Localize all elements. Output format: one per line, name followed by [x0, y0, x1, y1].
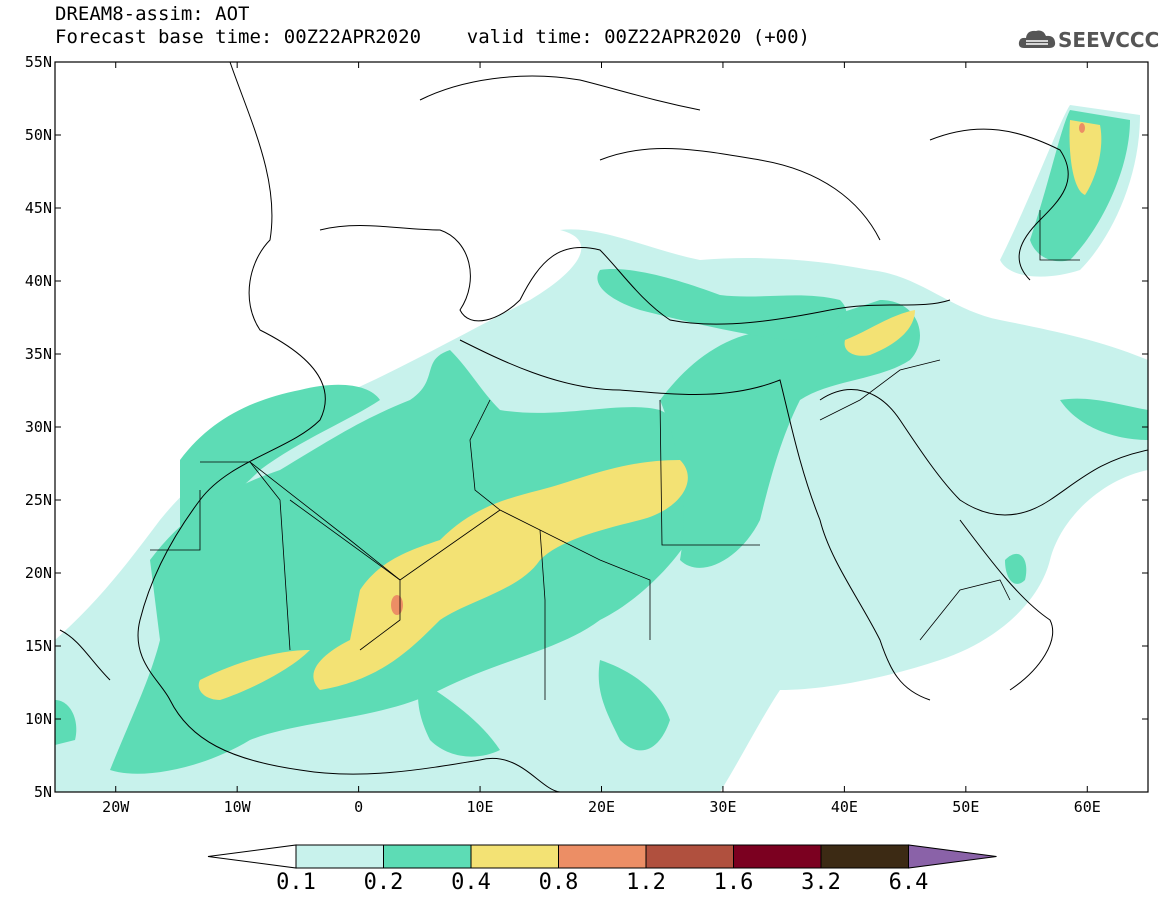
colorbar-label: 0.1	[276, 870, 316, 895]
colorbar-label: 0.8	[538, 870, 579, 895]
country-borders	[150, 210, 1080, 700]
colorbar-label: 0.2	[363, 870, 404, 895]
lat-tick-label: 5N	[34, 783, 52, 801]
aot-shading	[55, 105, 1148, 792]
colorbar-under-triangle	[207, 844, 297, 869]
lat-tick-label: 40N	[25, 272, 52, 290]
lat-tick-label: 45N	[25, 199, 52, 217]
colorbar-label: 3.2	[801, 870, 841, 895]
colorbar	[207, 844, 997, 869]
lat-tick-label: 35N	[25, 345, 52, 363]
colorbar-box	[558, 844, 647, 869]
colorbar-label: 6.4	[888, 870, 929, 895]
map-title: DREAM8-assim: AOT	[55, 3, 250, 25]
logo-text: SEEVCCC	[1058, 28, 1160, 52]
colorbar-label: 1.6	[713, 870, 754, 895]
colorbar-box	[733, 844, 822, 869]
lat-tick-label: 50N	[25, 126, 52, 144]
lon-tick-label: 10W	[224, 798, 252, 816]
lon-tick-label: 60E	[1074, 798, 1101, 816]
lon-ticks: 20W 10W 0 10E 20E 30E 40E 50E 60E	[102, 62, 1101, 816]
lon-tick-label: 50E	[952, 798, 979, 816]
aot-level-0-4	[198, 120, 1102, 700]
lon-tick-label: 20W	[102, 798, 130, 816]
lat-tick-label: 25N	[25, 491, 52, 509]
lat-ticks: 55N 50N 45N 40N 35N 30N 25N 20N 15N 10N 5N	[25, 53, 1148, 801]
cloud-icon	[1018, 30, 1056, 48]
lat-tick-label: 20N	[25, 564, 52, 582]
lat-tick-label: 15N	[25, 637, 52, 655]
lat-tick-label: 55N	[25, 53, 52, 71]
colorbar-label: 0.4	[451, 870, 491, 895]
lon-tick-label: 40E	[831, 798, 858, 816]
colorbar-box	[645, 844, 734, 869]
colorbar-box	[295, 844, 384, 869]
colorbar-over-triangle	[908, 844, 997, 869]
colorbar-label: 1.2	[626, 870, 666, 895]
forecast-time-line: Forecast base time: 00Z22APR2020 valid t…	[55, 26, 810, 48]
lon-tick-label: 20E	[588, 798, 615, 816]
lon-tick-label: 0	[354, 798, 363, 816]
lat-tick-label: 10N	[25, 710, 52, 728]
lat-tick-label: 30N	[25, 418, 52, 436]
lon-tick-label: 30E	[709, 798, 736, 816]
colorbar-box	[383, 844, 472, 869]
colorbar-box	[470, 844, 559, 869]
seevccc-logo: SEEVCCC	[1018, 26, 1160, 54]
colorbar-box	[820, 844, 909, 869]
lon-tick-label: 10E	[467, 798, 494, 816]
